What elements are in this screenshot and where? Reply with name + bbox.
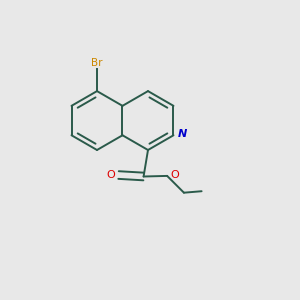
Text: O: O bbox=[170, 170, 179, 180]
Text: O: O bbox=[106, 170, 115, 180]
Text: Br: Br bbox=[91, 58, 103, 68]
Text: N: N bbox=[177, 129, 187, 139]
